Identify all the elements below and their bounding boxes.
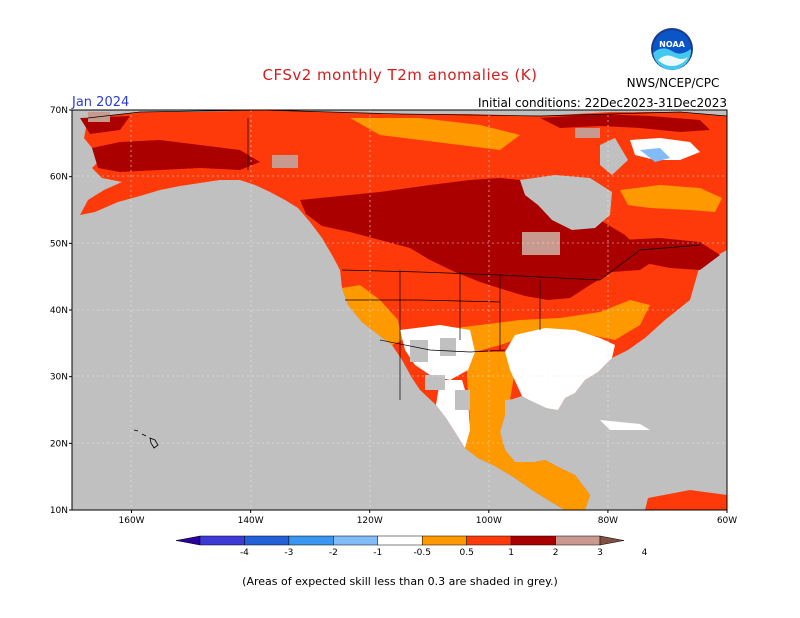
anom-3-4-patch (522, 232, 560, 255)
colorbar-segment (421, 535, 467, 546)
lat-tick-label: 10N (50, 506, 68, 516)
lon-tick-label: 140W (238, 516, 264, 526)
noaa-logo-icon: NOAA (651, 28, 693, 70)
weak-anomaly-south (440, 300, 650, 352)
hawaii-islands (133, 429, 159, 449)
colorbar-label: -1 (373, 548, 382, 558)
near-zero-southwest-us (400, 325, 475, 380)
colorbar-label: -0.5 (413, 548, 431, 558)
lon-tick-label: 100W (476, 516, 502, 526)
weak-anomaly-arctic (350, 118, 520, 150)
gulf-of-mexico (505, 398, 572, 442)
near-zero-southeast-us (505, 328, 615, 410)
colorbar-arrow-low (175, 535, 201, 546)
greenland-gap (600, 138, 628, 175)
colorbar-label: -4 (240, 548, 249, 558)
chart-title: CFSv2 monthly T2m anomalies (K) (262, 66, 538, 84)
skill-footnote: (Areas of expected skill less than 0.3 a… (242, 575, 558, 588)
weak-anomaly-mexico (465, 352, 590, 510)
strong-anomaly-quebec (620, 238, 720, 270)
latitude-axis: 70N 60N 50N 40N 30N 20N 10N (50, 106, 72, 516)
colorbar-arrow-high (599, 535, 625, 546)
lon-tick-label: 80W (598, 516, 618, 526)
lon-tick-label: 120W (357, 516, 383, 526)
lat-tick-label: 70N (50, 106, 68, 116)
valid-month: Jan 2024 (72, 95, 130, 110)
strong-anomaly-arctic (80, 114, 710, 134)
weak-anomaly-canada-east (620, 185, 722, 212)
anom-3-4-patch (272, 155, 298, 168)
colorbar-segment (377, 535, 423, 546)
colorbar-segment (199, 535, 245, 546)
grey-patches (410, 338, 470, 410)
lon-tick-label: 160W (119, 516, 145, 526)
lat-tick-label: 20N (50, 439, 68, 449)
cuba (600, 420, 650, 430)
cold-anomaly-patch (640, 148, 670, 162)
colorbar-label: 2 (553, 548, 559, 558)
colorbar-label: -2 (329, 548, 338, 558)
colorbar-label: 3 (597, 548, 603, 558)
colorbar-label: 1 (508, 548, 514, 558)
lat-tick-label: 50N (50, 239, 68, 249)
colorbar-label: 0.5 (460, 548, 474, 558)
south-america-tip (645, 490, 727, 510)
colorbar-segment (510, 535, 556, 546)
anom-3-4-patch (575, 128, 600, 138)
lat-tick-label: 60N (50, 173, 68, 183)
hudson-bay (520, 175, 612, 230)
colorbar-segment (555, 535, 601, 546)
colorbar: -4 -3 -2 -1 -0.5 0.5 1 2 3 4 (175, 535, 648, 558)
colorbar-segment (244, 535, 290, 546)
colorbar-segment (288, 535, 334, 546)
colorbar-segment (333, 535, 379, 546)
map-area (72, 110, 727, 510)
colorbar-label: 4 (642, 548, 648, 558)
graticule (72, 110, 727, 510)
lon-tick-label: 60W (717, 516, 737, 526)
lat-tick-label: 40N (50, 306, 68, 316)
initial-conditions: Initial conditions: 22Dec2023-31Dec2023 (478, 96, 727, 110)
logo-text: NOAA (659, 40, 685, 49)
lat-tick-label: 30N (50, 373, 68, 383)
longitude-axis: 160W 140W 120W 100W 80W 60W (119, 510, 737, 526)
colorbar-label: -3 (284, 548, 293, 558)
strong-anomaly-alaska (92, 140, 260, 172)
colorbar-segment (466, 535, 512, 546)
agency-label: NWS/NCEP/CPC (626, 76, 720, 90)
